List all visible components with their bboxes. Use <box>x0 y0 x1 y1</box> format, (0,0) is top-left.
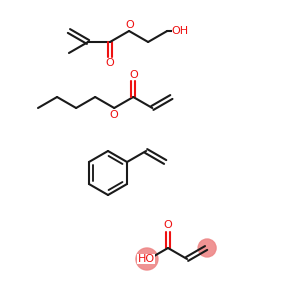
Text: O: O <box>129 70 138 80</box>
Text: O: O <box>164 220 172 230</box>
Circle shape <box>198 239 216 257</box>
Text: O: O <box>106 58 114 68</box>
Text: HO: HO <box>137 254 154 264</box>
Circle shape <box>136 248 158 270</box>
Text: OH: OH <box>172 26 189 36</box>
Text: O: O <box>110 110 118 120</box>
Text: O: O <box>126 20 134 30</box>
